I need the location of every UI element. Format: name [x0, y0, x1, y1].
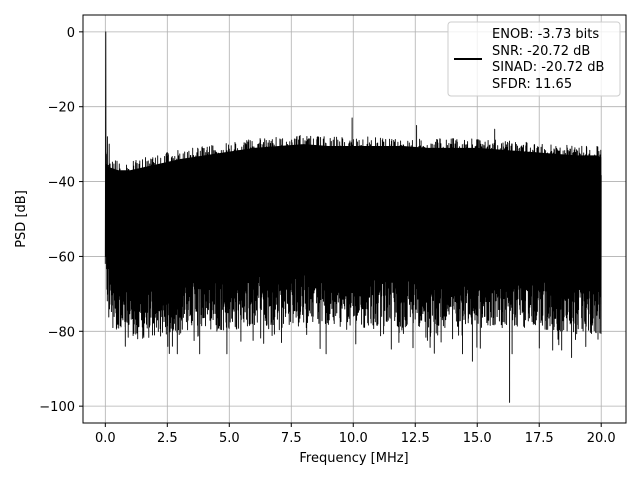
y-tick-label: −80 — [48, 325, 75, 340]
x-tick-label: 20.0 — [587, 431, 616, 446]
x-tick-label: 2.5 — [157, 431, 178, 446]
x-tick-label: 5.0 — [219, 431, 240, 446]
y-axis-label: PSD [dB] — [14, 190, 29, 248]
psd-dense-band — [106, 144, 602, 276]
y-tick-label: −40 — [48, 176, 75, 191]
psd-trace — [104, 31, 602, 403]
legend: ENOB: -3.73 bits SNR: -20.72 dB SINAD: -… — [447, 21, 621, 97]
x-tick-label: 7.5 — [281, 431, 302, 446]
y-tick-label: −20 — [48, 101, 75, 116]
y-tick-label: −60 — [48, 250, 75, 265]
legend-box — [447, 21, 621, 97]
legend-entry-sfdr: SFDR: 11.65 — [492, 77, 572, 92]
legend-entry-sinad: SINAD: -20.72 dB — [492, 60, 604, 75]
x-axis-ticks: 0.0 2.5 5.0 7.5 10.0 12.5 15.0 17.5 20.0 — [95, 423, 616, 446]
y-tick-label: −100 — [39, 400, 75, 415]
x-axis-label: Frequency [MHz] — [299, 451, 408, 466]
x-tick-label: 10.0 — [339, 431, 368, 446]
x-tick-label: 15.0 — [463, 431, 492, 446]
y-tick-label: 0 — [67, 26, 75, 41]
plot-frame — [82, 14, 627, 424]
y-axis-ticks: 0 −20 −40 −60 −80 −100 — [39, 26, 83, 415]
x-tick-label: 12.5 — [401, 431, 430, 446]
legend-entry-enob: ENOB: -3.73 bits — [492, 27, 599, 42]
legend-entry-snr: SNR: -20.72 dB — [492, 44, 590, 59]
x-tick-label: 17.5 — [525, 431, 554, 446]
x-tick-label: 0.0 — [95, 431, 116, 446]
